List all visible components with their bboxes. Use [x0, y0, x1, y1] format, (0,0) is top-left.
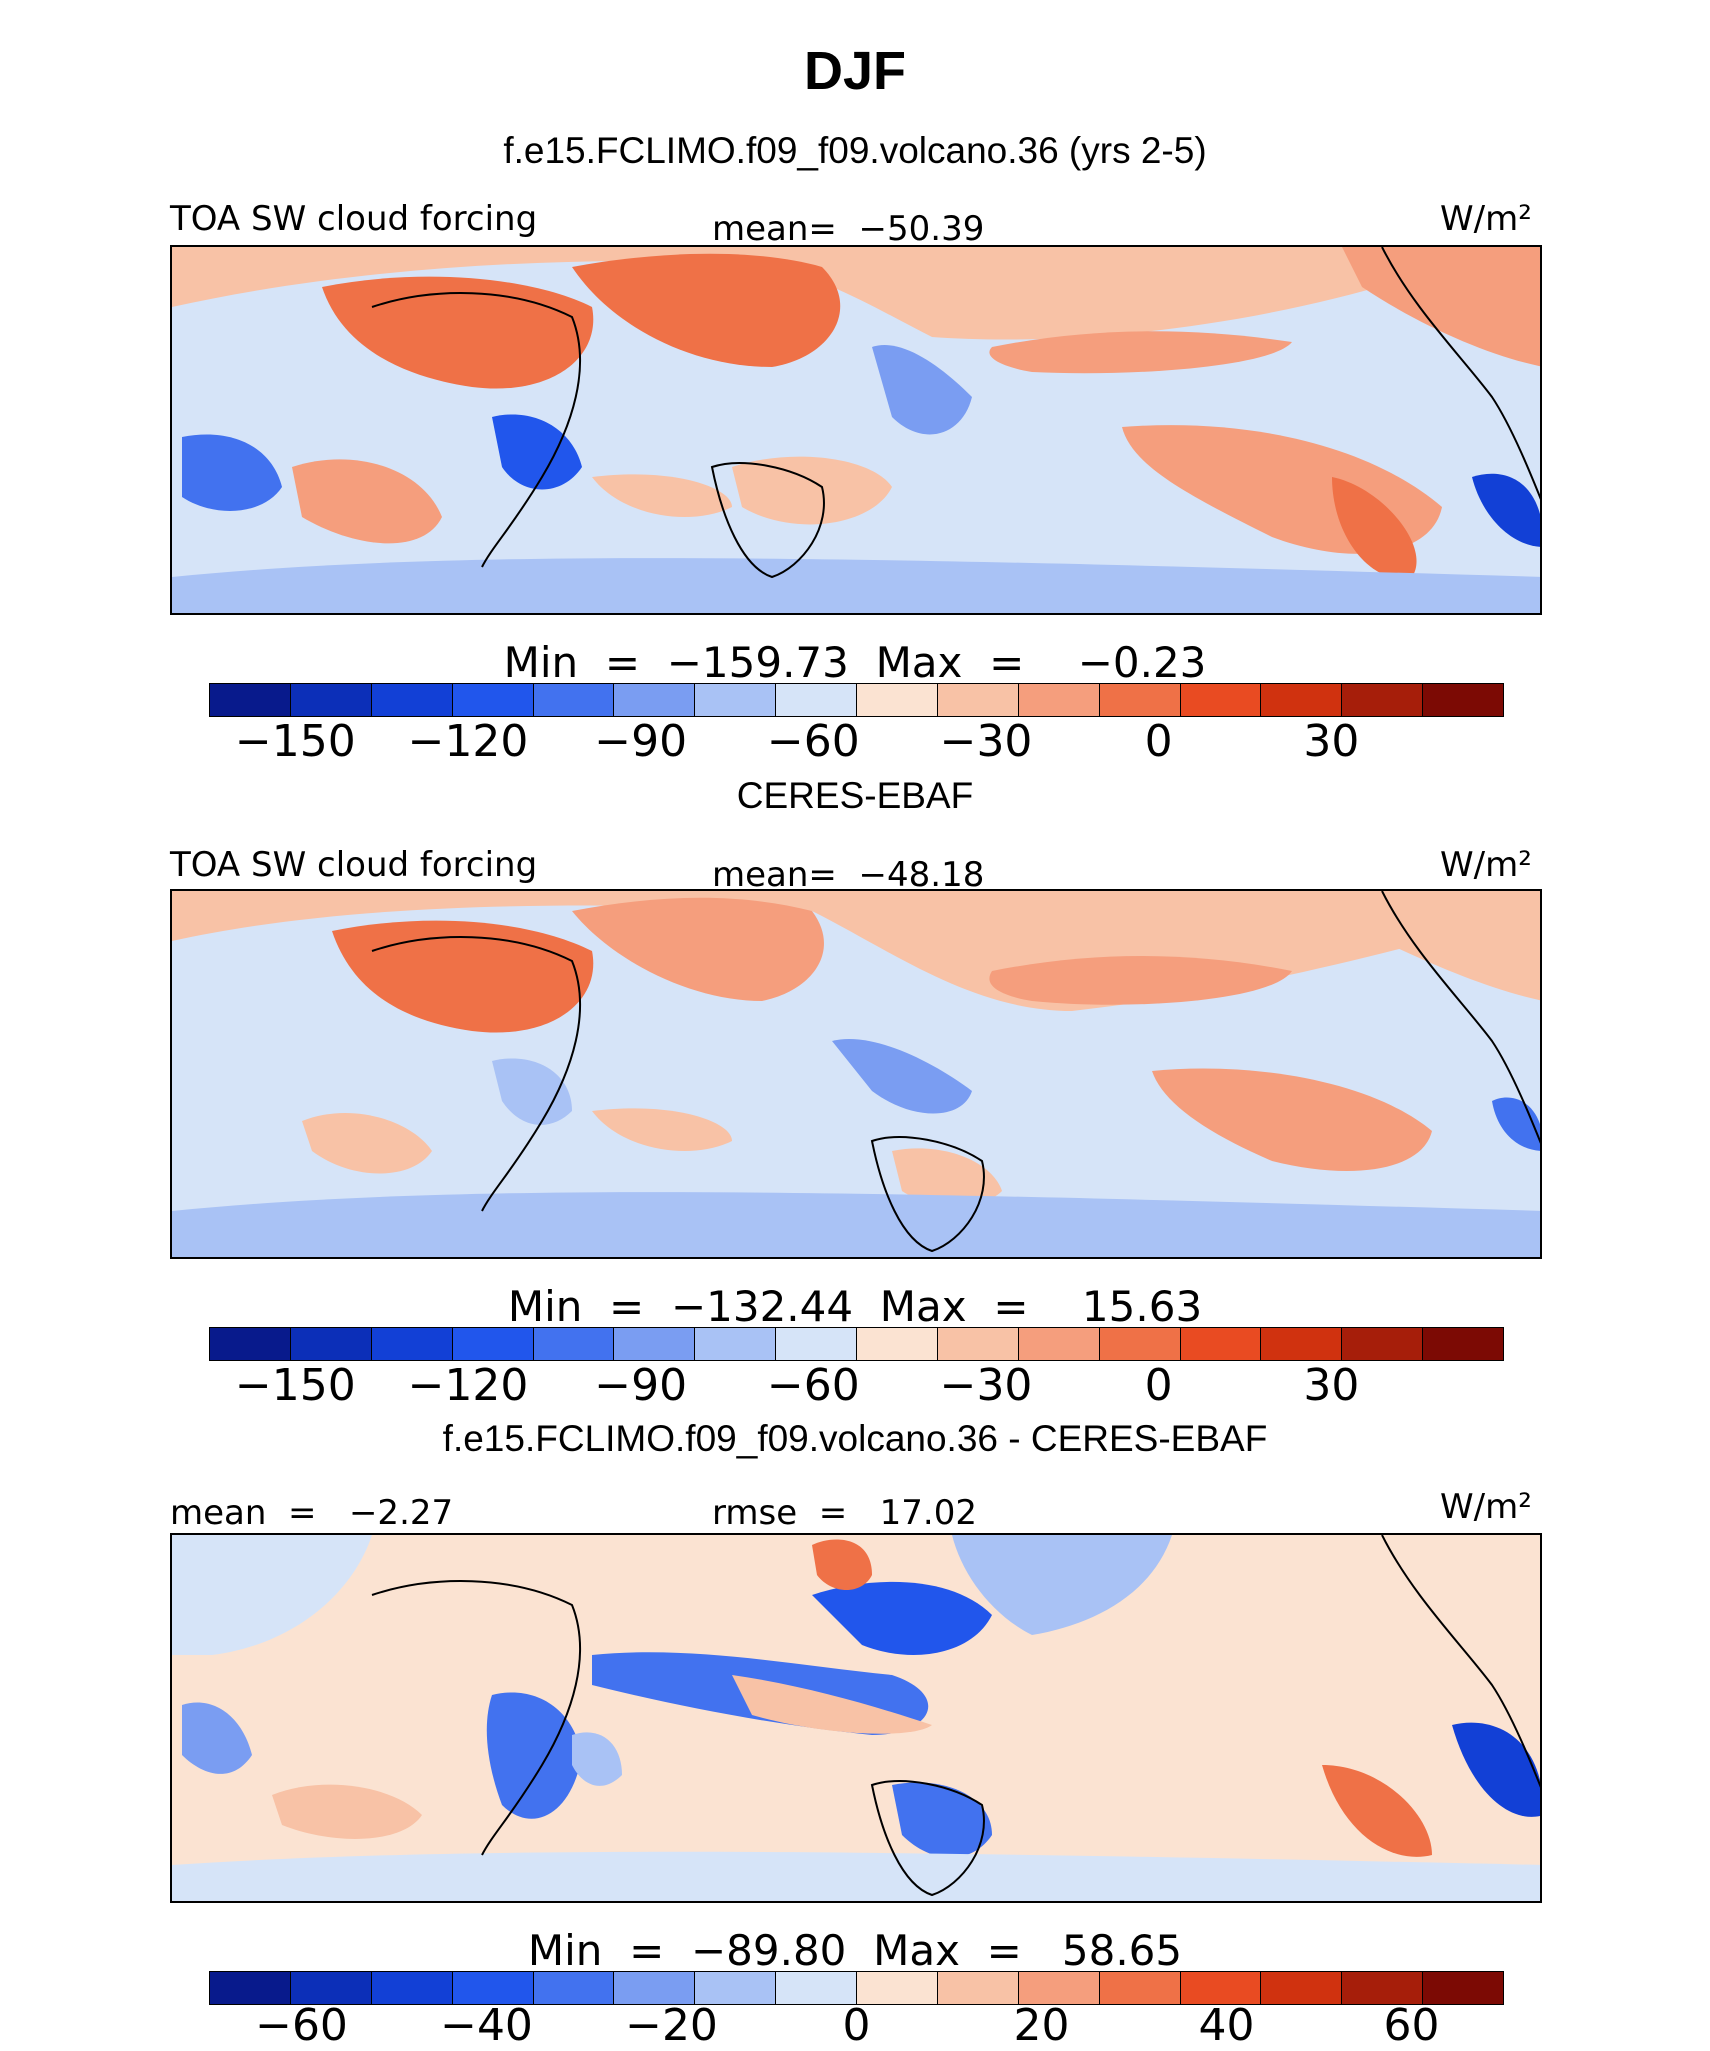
colorbar-segment — [614, 1972, 696, 2004]
colorbar-segment — [533, 684, 615, 716]
colorbar-tick-label: −150 — [234, 1360, 356, 1411]
panel3-rmse-label: rmse = 17.02 — [712, 1493, 977, 1533]
colorbar-segment — [1423, 684, 1503, 716]
colorbar-tick-label: −90 — [594, 716, 688, 767]
colorbar-segment — [776, 1328, 857, 1360]
panel2-variable-label: TOA SW cloud forcing — [170, 845, 538, 885]
panel3-title: f.e15.FCLIMO.f09_f09.volcano.36 - CERES-… — [442, 1418, 1268, 1459]
panel3-mean-label: mean = −2.27 — [170, 1493, 454, 1533]
panel1-variable-label: TOA SW cloud forcing — [170, 199, 538, 239]
colorbar-segment — [533, 1328, 615, 1360]
colorbar-segment — [1180, 684, 1262, 716]
colorbar-segment — [695, 1328, 777, 1360]
colorbar-segment — [776, 1972, 857, 2004]
panel3-units-label: W/m² — [1440, 1487, 1532, 1527]
colorbar-tick-label: 0 — [1144, 1360, 1173, 1411]
panel3-minmax-label: Min = −89.80 Max = 58.65 — [527, 1926, 1183, 1975]
colorbar-segment — [452, 1328, 534, 1360]
colorbar-segment — [452, 1972, 534, 2004]
colorbar-segment — [1342, 684, 1424, 716]
panel2-map — [170, 889, 1542, 1259]
colorbar-segment — [614, 684, 696, 716]
colorbar-segment — [290, 1328, 372, 1360]
panel1-minmax-label: Min = −159.73 Max = −0.23 — [503, 638, 1207, 687]
colorbar-segment — [695, 684, 777, 716]
colorbar-segment — [1261, 1972, 1343, 2004]
colorbar-segment — [533, 1972, 615, 2004]
colorbar-tick-label: −60 — [766, 1360, 860, 1411]
colorbar-segment — [290, 1972, 372, 2004]
panel2-colorbar — [209, 1327, 1504, 1361]
colorbar-tick-label: 0 — [1144, 716, 1173, 767]
colorbar-segment — [371, 684, 453, 716]
panel2-mean-label: mean= −48.18 — [712, 855, 985, 895]
colorbar-segment — [1018, 1328, 1100, 1360]
colorbar-segment — [614, 1328, 696, 1360]
colorbar-segment — [371, 1328, 453, 1360]
colorbar-tick-label: −150 — [234, 716, 356, 767]
colorbar-tick-label: 30 — [1303, 716, 1360, 767]
colorbar-segment — [1018, 1972, 1100, 2004]
colorbar-segment — [210, 684, 291, 716]
panel3-map — [170, 1533, 1542, 1903]
colorbar-tick-label: −40 — [440, 2000, 533, 2051]
colorbar-segment — [290, 684, 372, 716]
colorbar-tick-label: −20 — [625, 2000, 718, 2051]
colorbar-tick-label: −120 — [407, 1360, 529, 1411]
colorbar-tick-label: 0 — [842, 2000, 871, 2051]
colorbar-segment — [1423, 1972, 1503, 2004]
panel1-colorbar — [209, 683, 1504, 717]
panel3-colorbar — [209, 1971, 1504, 2005]
colorbar-segment — [857, 684, 938, 716]
colorbar-segment — [1261, 1328, 1343, 1360]
colorbar-segment — [452, 684, 534, 716]
colorbar-segment — [371, 1972, 453, 2004]
case-title: f.e15.FCLIMO.f09_f09.volcano.36 (yrs 2-5… — [503, 130, 1207, 171]
panel1-map — [170, 245, 1542, 615]
colorbar-segment — [937, 1328, 1019, 1360]
colorbar-segment — [937, 1972, 1019, 2004]
panel1-units-label: W/m² — [1440, 199, 1532, 239]
panel1-mean-label: mean= −50.39 — [712, 209, 985, 249]
colorbar-segment — [695, 1972, 777, 2004]
colorbar-segment — [857, 1328, 938, 1360]
colorbar-tick-label: −120 — [407, 716, 529, 767]
colorbar-segment — [1099, 1972, 1181, 2004]
colorbar-segment — [857, 1972, 938, 2004]
colorbar-segment — [1180, 1328, 1262, 1360]
panel2-minmax-label: Min = −132.44 Max = 15.63 — [507, 1282, 1203, 1331]
colorbar-tick-label: −90 — [594, 1360, 688, 1411]
colorbar-tick-label: 30 — [1303, 1360, 1360, 1411]
colorbar-segment — [776, 684, 857, 716]
colorbar-segment — [210, 1972, 291, 2004]
panel2-title: CERES-EBAF — [736, 775, 974, 816]
colorbar-segment — [1099, 1328, 1181, 1360]
colorbar-tick-label: −60 — [766, 716, 860, 767]
colorbar-segment — [1342, 1972, 1424, 2004]
colorbar-segment — [1423, 1328, 1503, 1360]
colorbar-segment — [1261, 684, 1343, 716]
colorbar-tick-label: −30 — [939, 716, 1033, 767]
colorbar-segment — [937, 684, 1019, 716]
figure-title: DJF — [803, 41, 906, 101]
colorbar-segment — [210, 1328, 291, 1360]
colorbar-segment — [1099, 684, 1181, 716]
colorbar-segment — [1342, 1328, 1424, 1360]
colorbar-tick-label: 40 — [1198, 2000, 1255, 2051]
colorbar-segment — [1180, 1972, 1262, 2004]
panel2-units-label: W/m² — [1440, 845, 1532, 885]
colorbar-tick-label: −30 — [939, 1360, 1033, 1411]
colorbar-tick-label: 60 — [1383, 2000, 1440, 2051]
colorbar-tick-label: −60 — [255, 2000, 348, 2051]
colorbar-tick-label: 20 — [1013, 2000, 1070, 2051]
colorbar-segment — [1018, 684, 1100, 716]
